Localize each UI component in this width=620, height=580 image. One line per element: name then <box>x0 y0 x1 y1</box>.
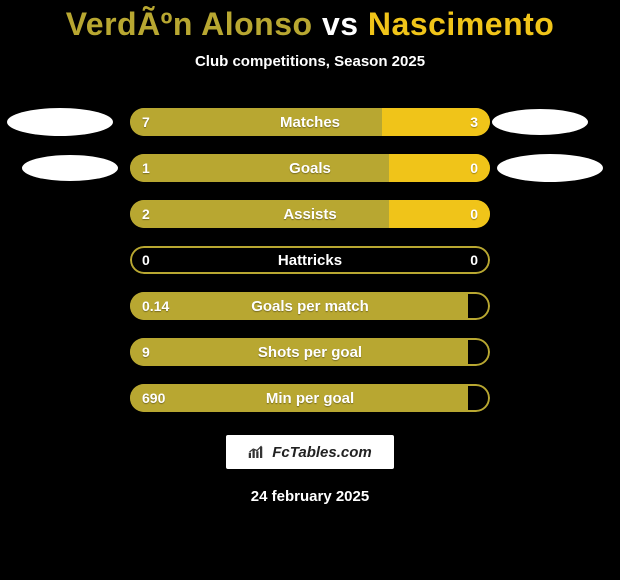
player2-name: Nascimento <box>368 6 554 42</box>
stat-label: Hattricks <box>130 246 490 274</box>
stat-row: 9Shots per goal <box>130 338 490 366</box>
stat-label: Assists <box>130 200 490 228</box>
stat-row: 690Min per goal <box>130 384 490 412</box>
stat-label: Goals per match <box>130 292 490 320</box>
subtitle: Club competitions, Season 2025 <box>0 53 620 70</box>
brand-box: FcTables.com <box>225 434 395 470</box>
stat-row: 10Goals <box>130 154 490 182</box>
stat-rows: 73Matches 10Goals 20Assists 00Hattricks 0.14… <box>0 108 620 412</box>
comparison-stage: 73Matches 10Goals 20Assists 00Hattricks 0.14… <box>0 108 620 412</box>
stat-row: 73Matches <box>130 108 490 136</box>
vs-separator: vs <box>322 6 359 42</box>
stat-label: Matches <box>130 108 490 136</box>
stat-label: Shots per goal <box>130 338 490 366</box>
comparison-title: VerdÃºn Alonso vs Nascimento <box>0 0 620 43</box>
stat-label: Goals <box>130 154 490 182</box>
snapshot-date: 24 february 2025 <box>0 488 620 505</box>
brand-text: FcTables.com <box>272 444 371 461</box>
stat-row: 0.14Goals per match <box>130 292 490 320</box>
chart-icon <box>248 445 266 459</box>
stat-row: 00Hattricks <box>130 246 490 274</box>
stat-row: 20Assists <box>130 200 490 228</box>
stat-label: Min per goal <box>130 384 490 412</box>
player1-name: VerdÃºn Alonso <box>66 6 313 42</box>
